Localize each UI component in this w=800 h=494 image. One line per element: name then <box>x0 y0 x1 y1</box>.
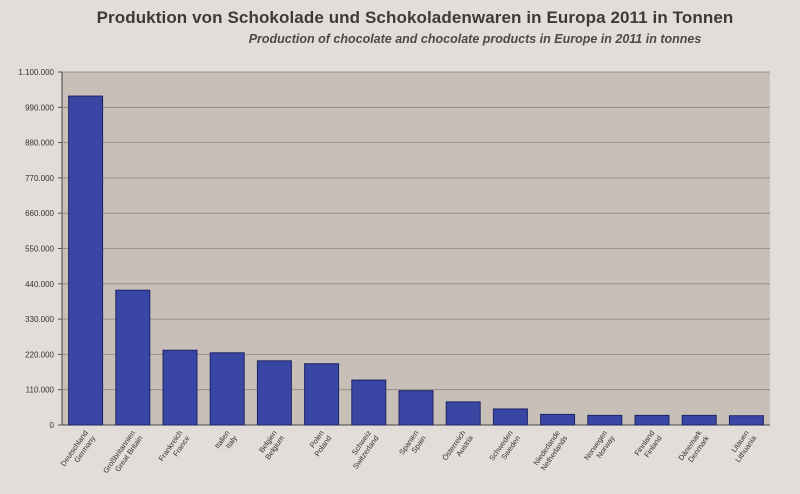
bar <box>634 414 670 426</box>
y-tick-label: 110.000 <box>26 386 55 395</box>
y-tick-label: 660.000 <box>25 209 54 218</box>
y-tick-label: 330.000 <box>25 315 54 324</box>
chart-subtitle: Production of chocolate and chocolate pr… <box>248 32 702 46</box>
chart-titles: Produktion von Schokolade und Schokolade… <box>0 8 800 46</box>
bar <box>115 289 151 426</box>
bar <box>728 415 764 426</box>
y-tick-label: 880.000 <box>25 139 54 148</box>
bar <box>587 414 623 426</box>
bar <box>540 413 576 426</box>
bar <box>492 408 528 426</box>
bar <box>445 401 481 426</box>
bar <box>256 360 292 426</box>
y-tick-label: 550.000 <box>25 245 54 254</box>
y-tick-label: 1.100.000 <box>18 68 54 77</box>
bar <box>162 349 198 426</box>
bar <box>681 414 717 426</box>
bar <box>398 390 434 426</box>
y-tick-label: 0 <box>50 421 55 430</box>
bar <box>304 363 340 426</box>
y-tick-label: 990.000 <box>25 103 54 112</box>
bar <box>68 95 104 426</box>
y-tick-label: 220.000 <box>25 350 54 359</box>
y-tick-label: 440.000 <box>25 280 54 289</box>
bar <box>351 379 387 426</box>
chart-title: Produktion von Schokolade und Schokolade… <box>96 8 734 27</box>
bar <box>209 352 245 426</box>
y-tick-label: 770.000 <box>25 174 54 183</box>
